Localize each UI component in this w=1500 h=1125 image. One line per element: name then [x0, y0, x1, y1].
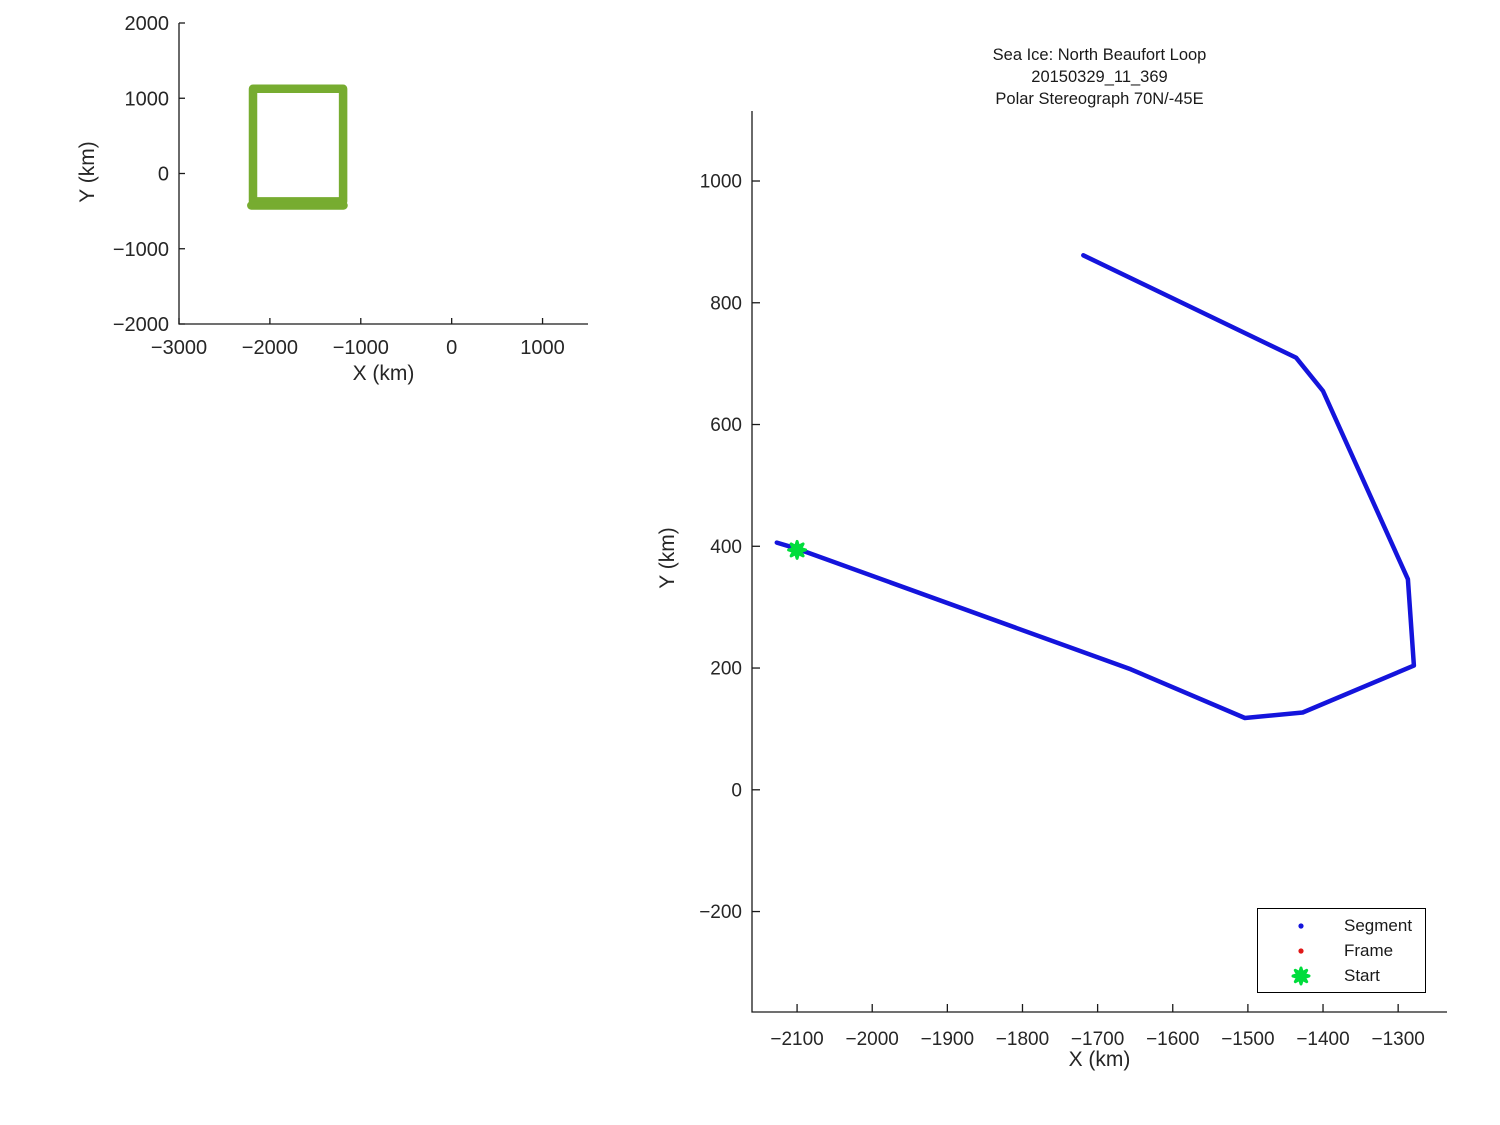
title-line-3: Polar Stereograph 70N/-45E	[995, 90, 1204, 108]
x-tick-label: −1400	[1296, 1029, 1349, 1050]
track-axis-spines	[751, 111, 1447, 1013]
legend-item-frame: Frame	[1258, 938, 1425, 963]
x-tick-label: −2000	[846, 1029, 899, 1050]
x-tick-label: 1000	[520, 337, 565, 359]
series-segment	[774, 253, 1417, 721]
y-tick-label: 200	[710, 659, 742, 680]
marker-start	[787, 539, 808, 560]
y-tick-label: 2000	[125, 13, 170, 35]
legend-start-star	[1291, 966, 1311, 985]
legend-item-segment: Segment	[1258, 913, 1425, 938]
x-tick-label: 0	[446, 337, 457, 359]
legend-label-frame: Frame	[1344, 940, 1394, 960]
legend: Segment Frame Start	[1257, 908, 1426, 993]
series-loop-outline	[248, 84, 348, 206]
track-plot-title: Sea Ice: North Beaufort Loop 20150329_11…	[752, 44, 1447, 110]
y-tick-label: 800	[710, 293, 742, 314]
title-line-2: 20150329_11_369	[1031, 68, 1168, 86]
y-tick-label: 0	[158, 164, 169, 186]
y-tick-label: 400	[710, 537, 742, 558]
overview-axis-spines	[178, 23, 588, 325]
x-tick-label: −1600	[1146, 1029, 1199, 1050]
y-tick-label: 0	[731, 780, 742, 801]
legend-item-start: Start	[1258, 963, 1425, 988]
x-tick-label: −1500	[1221, 1029, 1274, 1050]
segment-dot-icon	[1258, 915, 1344, 937]
y-tick-label: −2000	[113, 314, 169, 336]
start-star-icon	[1258, 965, 1344, 987]
x-tick-label: −1300	[1371, 1029, 1424, 1050]
overview-xlabel: X (km)	[352, 362, 415, 385]
legend-label-start: Start	[1344, 965, 1380, 985]
y-tick-label: −1000	[113, 239, 169, 261]
x-tick-label: −1700	[1071, 1029, 1124, 1050]
legend-label-segment: Segment	[1344, 915, 1413, 935]
track-plot: −2100 −2000 −1900 −1800 −1700 −1600 −1500 −1400…	[699, 111, 1447, 1050]
y-tick-label: 1000	[125, 88, 170, 110]
x-tick-label: −3000	[151, 337, 207, 359]
title-line-1: Sea Ice: North Beaufort Loop	[992, 46, 1207, 64]
x-tick-label: −1000	[333, 337, 389, 359]
frame-dot-icon	[1258, 940, 1344, 962]
y-tick-label: 600	[710, 415, 742, 436]
y-tick-label: −200	[699, 902, 742, 923]
track-xlabel: X (km)	[1068, 1048, 1131, 1071]
x-tick-label: −1800	[996, 1029, 1049, 1050]
x-tick-label: −1900	[921, 1029, 974, 1050]
x-tick-label: −2100	[770, 1029, 823, 1050]
overview-ylabel: Y (km)	[76, 141, 99, 203]
y-tick-label: 1000	[700, 172, 742, 193]
track-ylabel: Y (km)	[656, 527, 679, 589]
x-tick-label: −2000	[242, 337, 298, 359]
